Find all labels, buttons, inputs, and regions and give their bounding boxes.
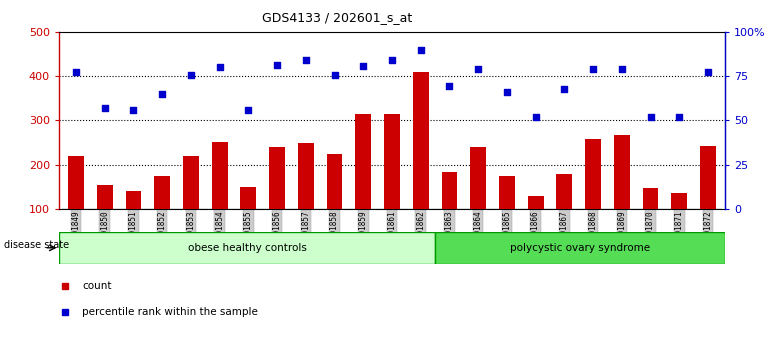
Point: [70, 69, 82, 75]
Bar: [125, 191, 141, 209]
Bar: [154, 176, 170, 209]
Bar: [298, 143, 314, 209]
Point: [185, 73, 198, 78]
Point: [242, 107, 255, 113]
Point: [644, 114, 657, 120]
Bar: [97, 184, 113, 209]
Text: disease state: disease state: [4, 240, 69, 250]
Bar: [528, 195, 543, 209]
Point: [615, 67, 628, 72]
Point: [299, 57, 312, 63]
Text: count: count: [82, 281, 111, 291]
Bar: [355, 114, 371, 209]
Point: [127, 107, 140, 113]
Point: [357, 63, 369, 69]
Point: [501, 90, 514, 95]
Bar: [470, 147, 486, 209]
Bar: [327, 154, 343, 209]
Bar: [435, 232, 725, 264]
Bar: [671, 193, 687, 209]
Point: [529, 114, 542, 120]
Bar: [59, 232, 435, 264]
Point: [99, 105, 111, 111]
Point: [328, 72, 341, 78]
Text: percentile rank within the sample: percentile rank within the sample: [82, 307, 258, 318]
Point: [213, 64, 226, 70]
Point: [415, 47, 427, 52]
Point: [673, 114, 685, 120]
Point: [443, 83, 456, 89]
Bar: [441, 172, 457, 209]
Bar: [643, 188, 659, 209]
Bar: [384, 114, 400, 209]
Bar: [700, 145, 716, 209]
Bar: [68, 156, 84, 209]
Text: polycystic ovary syndrome: polycystic ovary syndrome: [510, 243, 651, 253]
Point: [702, 69, 714, 75]
Point: [586, 67, 599, 72]
Bar: [413, 72, 429, 209]
Point: [386, 57, 398, 63]
Point: [472, 67, 485, 72]
Bar: [585, 139, 601, 209]
Bar: [614, 135, 630, 209]
Bar: [269, 147, 285, 209]
Bar: [183, 156, 199, 209]
Bar: [499, 176, 515, 209]
Bar: [557, 175, 572, 209]
Point: [270, 62, 283, 68]
Point: [156, 91, 169, 97]
Bar: [241, 187, 256, 209]
Text: obese healthy controls: obese healthy controls: [187, 243, 307, 253]
Text: GDS4133 / 202601_s_at: GDS4133 / 202601_s_at: [262, 11, 412, 24]
Bar: [212, 142, 227, 209]
Point: [558, 86, 571, 92]
